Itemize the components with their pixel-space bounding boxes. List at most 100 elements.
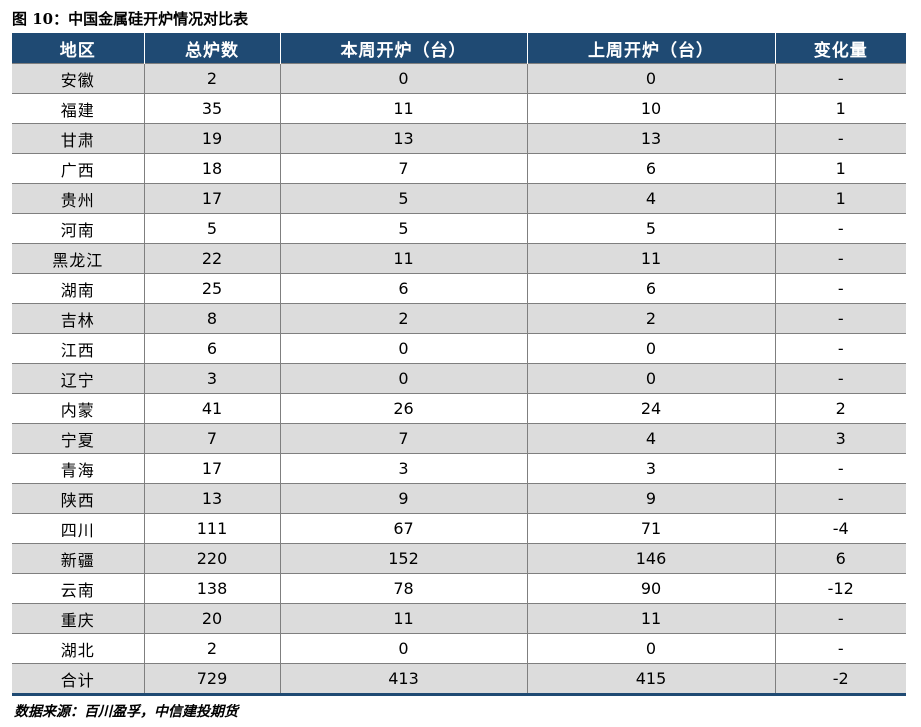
region-cell: 江西: [12, 333, 144, 364]
total-furnaces-cell: 729: [143, 663, 280, 696]
region-cell: 青海: [12, 453, 144, 484]
table-row: 江西 6 0 0-: [12, 333, 906, 364]
total-row: 合计 729 413 415 -2: [12, 663, 906, 696]
total-furnaces-cell: 8: [143, 303, 280, 334]
last-week-cell: 0: [526, 63, 775, 94]
furnace-comparison-table: 地区 总炉数 本周开炉（台） 上周开炉（台） 变化量 安徽 2 0 0- 福建 35 11 1…: [12, 33, 906, 696]
column-header-last-week-open: 上周开炉（台）: [526, 33, 775, 64]
last-week-cell: 415: [526, 663, 775, 696]
region-cell: 宁夏: [12, 423, 144, 454]
last-week-cell: 0: [526, 363, 775, 394]
total-furnaces-cell: 17: [143, 453, 280, 484]
this-week-cell: 11: [279, 603, 527, 634]
this-week-cell: 152: [279, 543, 527, 574]
region-cell: 河南: [12, 213, 144, 244]
change-cell: -: [774, 123, 906, 154]
total-furnaces-cell: 22: [143, 243, 280, 274]
table-body: 安徽 2 0 0- 福建 35 11 10 1 甘肃 19 13 13- 广西 18 7 6 1 贵州 17 5 4 1 河南…: [12, 63, 906, 696]
total-furnaces-cell: 5: [143, 213, 280, 244]
region-cell: 安徽: [12, 63, 144, 94]
table-row: 湖北 2 0 0-: [12, 633, 906, 664]
last-week-cell: 71: [526, 513, 775, 544]
table-row: 湖南 25 6 6-: [12, 273, 906, 304]
table-row: 甘肃 19 13 13-: [12, 123, 906, 154]
total-furnaces-cell: 138: [143, 573, 280, 604]
this-week-cell: 11: [279, 93, 527, 124]
this-week-cell: 13: [279, 123, 527, 154]
table-row: 吉林 8 2 2-: [12, 303, 906, 334]
change-cell: -2: [774, 663, 906, 696]
change-cell: -: [774, 363, 906, 394]
table-row: 云南 138 78 90 -12: [12, 573, 906, 604]
change-cell: 2: [774, 393, 906, 424]
last-week-cell: 90: [526, 573, 775, 604]
this-week-cell: 7: [279, 423, 527, 454]
this-week-cell: 67: [279, 513, 527, 544]
this-week-cell: 9: [279, 483, 527, 514]
column-header-region: 地区: [12, 33, 144, 64]
region-cell: 湖北: [12, 633, 144, 664]
region-cell: 陕西: [12, 483, 144, 514]
column-header-total-furnaces: 总炉数: [143, 33, 280, 64]
this-week-cell: 3: [279, 453, 527, 484]
total-furnaces-cell: 19: [143, 123, 280, 154]
total-furnaces-cell: 7: [143, 423, 280, 454]
table-row: 贵州 17 5 4 1: [12, 183, 906, 214]
last-week-cell: 4: [526, 423, 775, 454]
region-cell: 湖南: [12, 273, 144, 304]
region-cell: 甘肃: [12, 123, 144, 154]
table-row: 宁夏 7 7 4 3: [12, 423, 906, 454]
change-cell: -: [774, 303, 906, 334]
this-week-cell: 5: [279, 213, 527, 244]
figure-title: 图 10：中国金属硅开炉情况对比表: [12, 10, 249, 28]
table-row: 河南 5 5 5-: [12, 213, 906, 244]
total-furnaces-cell: 41: [143, 393, 280, 424]
region-cell: 四川: [12, 513, 144, 544]
data-source-note: 数据来源：百川盈孚，中信建投期货: [14, 704, 238, 720]
last-week-cell: 10: [526, 93, 775, 124]
total-furnaces-cell: 2: [143, 63, 280, 94]
table-row: 黑龙江 22 11 11-: [12, 243, 906, 274]
this-week-cell: 7: [279, 153, 527, 184]
region-cell: 新疆: [12, 543, 144, 574]
last-week-cell: 11: [526, 603, 775, 634]
change-cell: 6: [774, 543, 906, 574]
last-week-cell: 0: [526, 333, 775, 364]
this-week-cell: 0: [279, 363, 527, 394]
total-furnaces-cell: 17: [143, 183, 280, 214]
last-week-cell: 6: [526, 273, 775, 304]
change-cell: -: [774, 453, 906, 484]
last-week-cell: 4: [526, 183, 775, 214]
region-cell: 吉林: [12, 303, 144, 334]
region-cell: 广西: [12, 153, 144, 184]
region-cell: 辽宁: [12, 363, 144, 394]
table-row: 重庆 20 11 11-: [12, 603, 906, 634]
this-week-cell: 0: [279, 333, 527, 364]
last-week-cell: 2: [526, 303, 775, 334]
total-furnaces-cell: 18: [143, 153, 280, 184]
this-week-cell: 5: [279, 183, 527, 214]
this-week-cell: 413: [279, 663, 527, 696]
change-cell: -: [774, 633, 906, 664]
change-cell: -: [774, 483, 906, 514]
total-furnaces-cell: 220: [143, 543, 280, 574]
change-cell: -: [774, 273, 906, 304]
total-furnaces-cell: 111: [143, 513, 280, 544]
last-week-cell: 3: [526, 453, 775, 484]
change-cell: 3: [774, 423, 906, 454]
total-furnaces-cell: 2: [143, 633, 280, 664]
table-row: 福建 35 11 10 1: [12, 93, 906, 124]
table-row: 辽宁 3 0 0-: [12, 363, 906, 394]
region-cell: 合计: [12, 663, 144, 696]
last-week-cell: 0: [526, 633, 775, 664]
last-week-cell: 13: [526, 123, 775, 154]
region-cell: 黑龙江: [12, 243, 144, 274]
table-row: 四川 111 67 71 -4: [12, 513, 906, 544]
change-cell: -: [774, 603, 906, 634]
change-cell: 1: [774, 93, 906, 124]
total-furnaces-cell: 13: [143, 483, 280, 514]
this-week-cell: 6: [279, 273, 527, 304]
table-row: 广西 18 7 6 1: [12, 153, 906, 184]
table-row: 青海 17 3 3-: [12, 453, 906, 484]
total-furnaces-cell: 20: [143, 603, 280, 634]
